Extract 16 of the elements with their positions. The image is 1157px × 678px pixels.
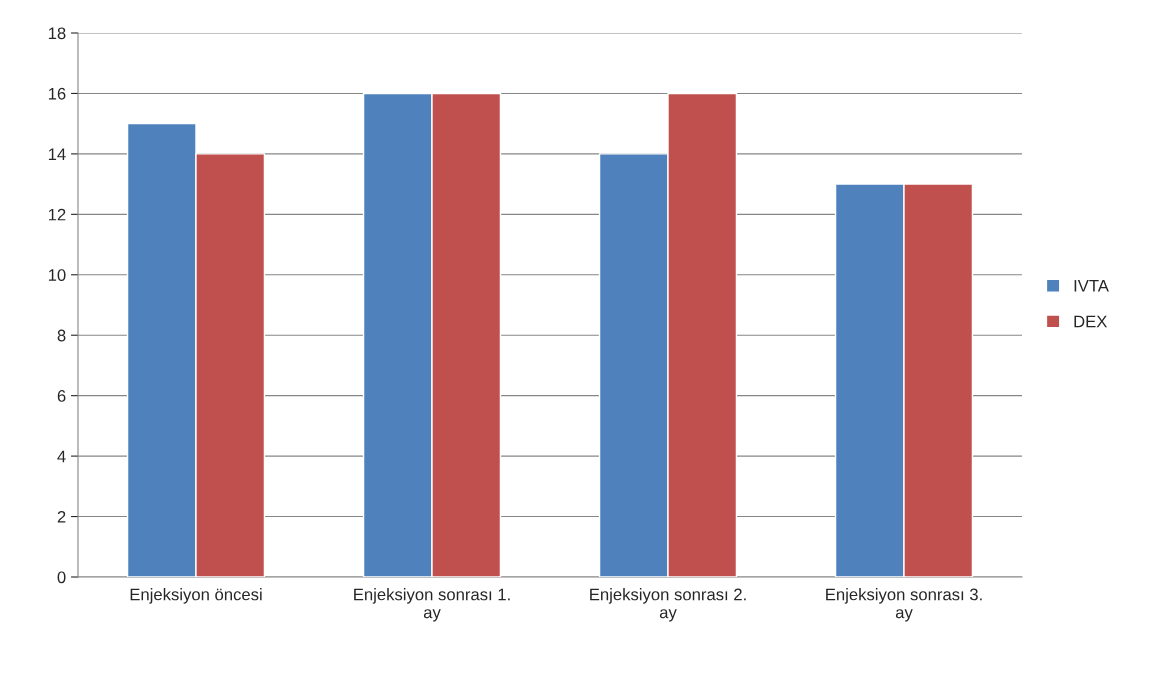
legend-label: IVTA [1074,280,1109,292]
y-tick-label: 4 [57,450,66,463]
y-tick-label: 12 [48,208,66,221]
legend-label: DEX [1074,315,1108,328]
x-tick-label: Enjeksiyon sonrası 2. ay [590,588,746,622]
y-tick-label: 10 [48,269,66,281]
y-tick-label: 8 [57,329,66,342]
x-tick-label: Enjeksiyon sonrası 1. ay [354,588,510,622]
x-tick-label: Enjeksiyon sonrası 3. ay [826,588,982,622]
y-tick-label: 2 [57,510,66,523]
y-tick-label: 16 [48,87,66,100]
y-tick-label: 18 [48,27,66,40]
x-tick-label: Enjeksiyon öncesi [130,588,262,604]
y-tick-label: 6 [57,390,66,402]
y-tick-label: 14 [48,148,66,160]
y-tick-label: 0 [57,571,66,584]
